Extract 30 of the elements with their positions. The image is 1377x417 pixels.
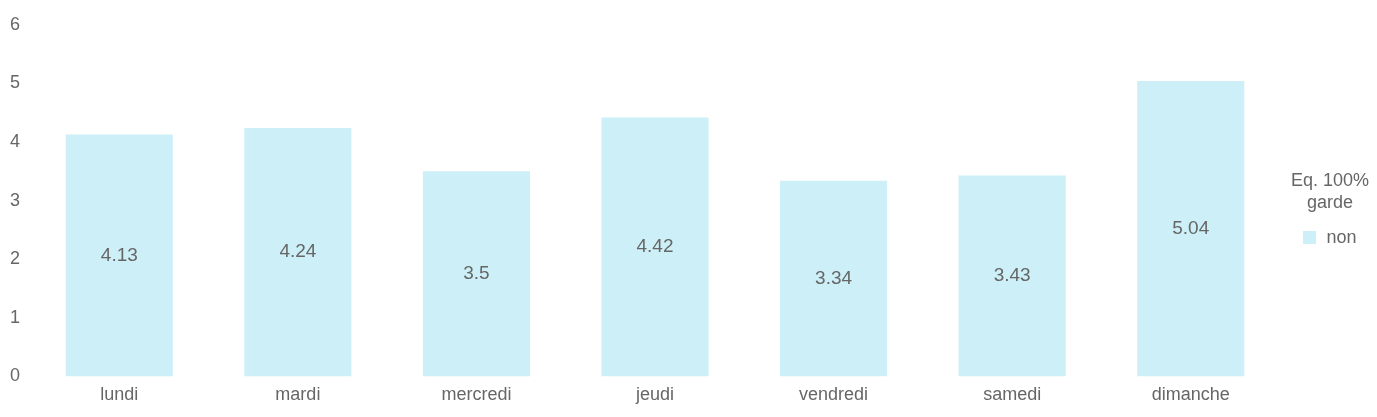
legend-label: non: [1326, 227, 1357, 248]
bar: [244, 127, 352, 376]
data-label: 3.43: [993, 263, 1031, 285]
bar: [601, 116, 709, 376]
y-tick-label: 5: [10, 71, 21, 92]
data-label: 3.34: [815, 266, 853, 288]
legend-title: Eq. 100% garde: [1290, 169, 1370, 213]
x-tick-label: mercredi: [441, 383, 512, 404]
bar: [65, 133, 173, 376]
x-tick-label: jeudi: [634, 383, 675, 404]
data-label: 4.42: [636, 234, 674, 256]
x-tick-label: dimanche: [1151, 383, 1230, 404]
y-tick-label: 4: [10, 130, 21, 151]
bar: [1137, 80, 1245, 376]
data-label: 5.04: [1172, 216, 1210, 238]
data-label: 4.13: [100, 243, 138, 265]
x-tick-label: lundi: [100, 383, 139, 404]
y-tick-label: 0: [10, 364, 21, 385]
x-tick-label: samedi: [983, 383, 1042, 404]
bar: [780, 180, 888, 376]
y-tick-label: 6: [10, 13, 21, 34]
y-tick-label: 3: [10, 189, 21, 210]
x-tick-label: vendredi: [799, 383, 869, 404]
data-label: 3.5: [463, 261, 490, 283]
data-label: 4.24: [279, 239, 317, 261]
bar: [422, 170, 531, 376]
x-tick-label: mardi: [275, 383, 321, 404]
y-tick-label: 2: [10, 247, 21, 268]
y-tick-label: 1: [10, 306, 21, 327]
bar: [958, 174, 1066, 376]
